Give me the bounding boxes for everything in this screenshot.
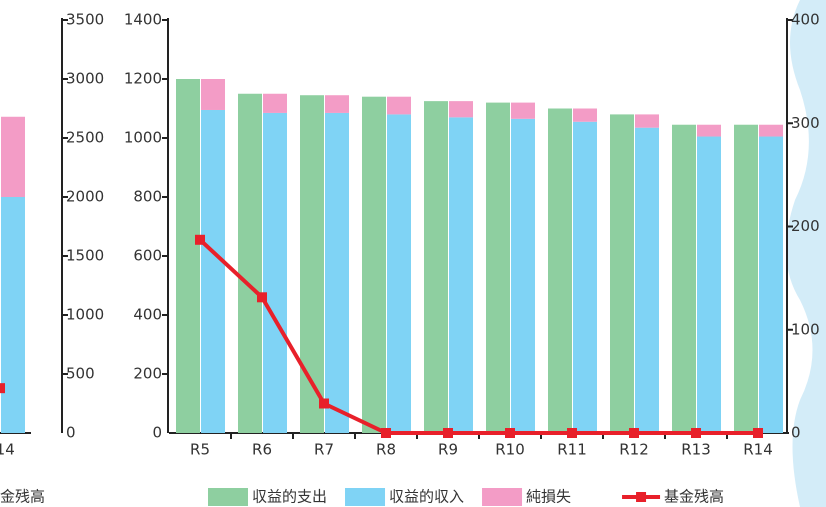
y-tick-label: 2000 <box>66 188 104 206</box>
y-tick-label: 1000 <box>66 306 104 324</box>
bar <box>387 96 411 115</box>
y-tick-label: 1500 <box>66 247 104 265</box>
bar <box>263 93 287 113</box>
x-tick-label: R11 <box>557 441 587 459</box>
bar <box>511 118 535 433</box>
bar <box>672 124 696 433</box>
bar <box>635 127 659 434</box>
bar <box>424 101 448 433</box>
line-marker <box>257 292 267 303</box>
line <box>198 238 758 435</box>
legend-label: 収益的支出 <box>252 488 327 506</box>
line-marker <box>0 383 5 394</box>
bar <box>511 102 535 119</box>
line-marker <box>443 428 453 438</box>
bar <box>176 79 200 433</box>
legend-swatch <box>482 488 523 506</box>
bar <box>486 102 510 433</box>
y-tick-label: 1000 <box>124 129 162 147</box>
bar <box>734 124 758 433</box>
y-tick-label: 100 <box>791 320 820 338</box>
legend-swatch <box>345 488 386 506</box>
bar <box>1 116 25 197</box>
y-tick-label: 400 <box>133 306 162 324</box>
bar <box>387 114 411 434</box>
x-tick-label: R14 <box>743 441 773 459</box>
y-tick-label: 2500 <box>66 129 104 147</box>
bar <box>325 112 349 434</box>
bar <box>300 95 324 433</box>
bar <box>573 108 597 122</box>
y-tick-label: 0 <box>66 424 76 442</box>
line-marker <box>753 428 763 438</box>
y-tick-label: 1400 <box>124 11 162 29</box>
line-marker <box>629 428 639 438</box>
legend-label: 金残高 <box>0 488 45 506</box>
line-marker <box>691 428 701 438</box>
bar <box>325 95 349 113</box>
decoration-wave <box>786 0 826 507</box>
y-tick-label: 300 <box>791 114 820 132</box>
bar <box>1 197 25 433</box>
bar <box>759 124 783 137</box>
y-tick-label: 0 <box>791 424 801 442</box>
y-tick-label: 500 <box>66 365 95 383</box>
x-tick-label: R5 <box>190 441 210 459</box>
bar <box>697 136 721 433</box>
y-tick-label: 800 <box>133 188 162 206</box>
x-tick-label: R6 <box>252 441 272 459</box>
legend-label: 基金残高 <box>664 488 724 506</box>
line-marker <box>567 428 577 438</box>
y-tick-label: 3000 <box>66 70 104 88</box>
y-tick-label: 400 <box>791 11 820 29</box>
legend-swatch <box>208 488 248 506</box>
bar <box>759 136 783 433</box>
legend-swatch <box>636 492 647 502</box>
line-marker <box>195 234 205 245</box>
bar <box>362 96 386 433</box>
line-marker <box>319 398 329 409</box>
x-tick-label: R7 <box>314 441 334 459</box>
y-tick-label: 200 <box>791 217 820 235</box>
x-tick-label: R10 <box>495 441 525 459</box>
bar <box>610 114 634 434</box>
bar <box>548 108 572 433</box>
x-tick-label: R13 <box>681 441 711 459</box>
legend-label: 収益的収入 <box>389 488 464 506</box>
y-tick-label: 1200 <box>124 70 162 88</box>
y-tick-label: 200 <box>133 365 162 383</box>
bar <box>449 101 473 118</box>
x-tick-label: R8 <box>376 441 396 459</box>
x-tick-label: R14 <box>0 441 15 459</box>
y-tick-label: 600 <box>133 247 162 265</box>
bar <box>238 93 262 433</box>
y-tick-label: 3500 <box>66 11 104 29</box>
line-marker <box>381 428 391 438</box>
line-marker <box>505 428 515 438</box>
bar <box>573 121 597 434</box>
x-tick-label: R12 <box>619 441 649 459</box>
bar <box>697 124 721 137</box>
bar <box>635 114 659 128</box>
bar <box>201 79 225 110</box>
bar <box>263 112 287 434</box>
x-tick-label: R9 <box>438 441 458 459</box>
legend-label: 純損失 <box>526 488 571 506</box>
bar <box>449 117 473 433</box>
bar <box>201 109 225 433</box>
y-tick-label: 0 <box>152 424 162 442</box>
